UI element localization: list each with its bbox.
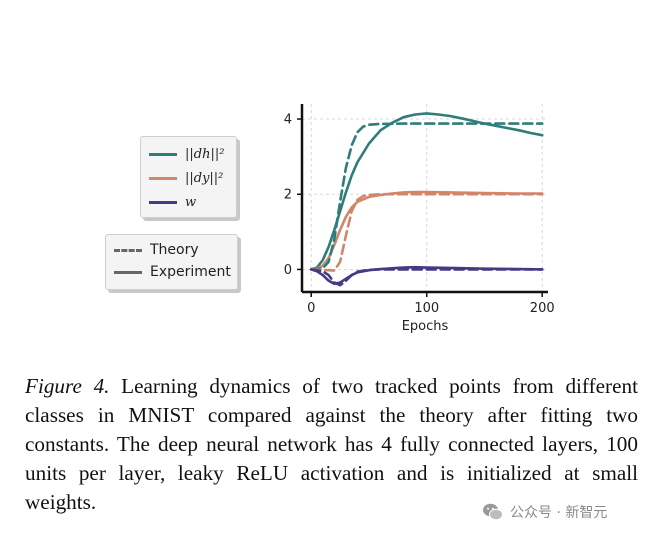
legend-entry-w: w — [149, 192, 196, 212]
legend-swatch-dh — [149, 152, 177, 156]
series-line — [309, 122, 544, 271]
series-line — [309, 265, 544, 285]
x-tick-label: 100 — [414, 301, 439, 316]
y-tick-label: 4 — [284, 113, 292, 128]
series-line — [309, 268, 544, 287]
legend-label-w: w — [185, 194, 197, 210]
legend-label-dy: ||dy||² — [185, 170, 224, 186]
x-tick-label: 0 — [307, 301, 315, 316]
legend-swatch-dy — [149, 176, 177, 180]
figure-label: Figure 4. — [25, 374, 110, 398]
legend-swatch-experiment — [114, 270, 142, 274]
legend-entry-dy: ||dy||² — [149, 168, 223, 188]
legend-entry-dh: ||dh||² — [149, 144, 224, 164]
legend-label-dh: ||dh||² — [185, 146, 225, 162]
legend-entry-theory: Theory — [114, 240, 199, 260]
y-tick-label: 0 — [284, 263, 292, 278]
legend-series: ||dh||² ||dy||² w — [140, 136, 237, 218]
wechat-icon — [483, 503, 503, 521]
legend-label-experiment: Experiment — [150, 264, 231, 280]
y-tick-label: 2 — [284, 188, 292, 203]
x-tick-label: 200 — [530, 301, 555, 316]
legend-swatch-w — [149, 200, 177, 204]
legend-entry-experiment: Experiment — [114, 262, 231, 282]
x-axis-label: Epochs — [402, 319, 449, 334]
caption-text: Learning dynamics of two tracked points … — [25, 374, 638, 514]
series-line — [309, 192, 544, 272]
legend-label-theory: Theory — [150, 242, 199, 258]
figure-caption: Figure 4. Learning dynamics of two track… — [25, 372, 638, 517]
watermark: 公众号 · 新智元 — [482, 501, 607, 523]
watermark-text: 公众号 · 新智元 — [510, 505, 608, 521]
series-line — [309, 112, 544, 271]
legend-swatch-theory — [114, 248, 142, 252]
legend-style: Theory Experiment — [105, 234, 238, 290]
